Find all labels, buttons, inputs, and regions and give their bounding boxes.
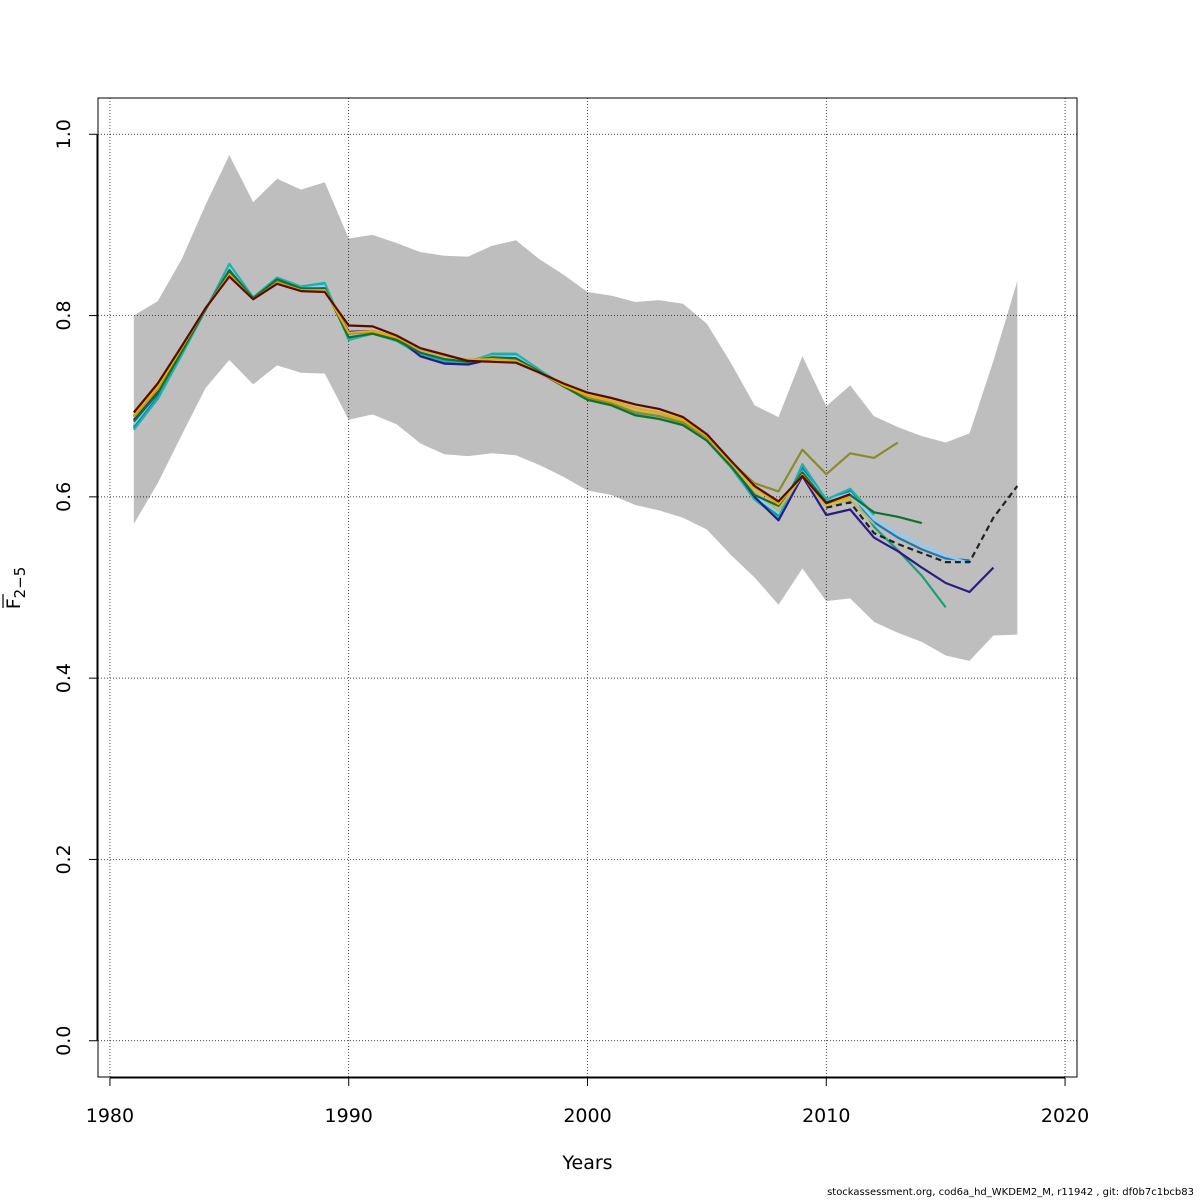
x-axis: 1980 1990 2000 2010 2020: [86, 1077, 1089, 1127]
x-tick-label: 2020: [1041, 1105, 1089, 1127]
y-axis: 0.0 0.2 0.4 0.6 0.8 1.0: [53, 119, 98, 1056]
x-axis-title: Years: [561, 1152, 612, 1174]
plot-frame: [97, 97, 1078, 1078]
y-axis-title-subscript: 2−5: [11, 567, 29, 599]
footer-credit: stockassessment.org, cod6a_hd_WKDEM2_M, …: [827, 1187, 1194, 1198]
x-tick-label: 1990: [325, 1105, 373, 1127]
series-lines: [132, 262, 1019, 609]
series-line-10: [826, 485, 1019, 564]
y-tick-label: 0.4: [53, 663, 75, 693]
grid: [98, 98, 1077, 1077]
y-tick-label: 1.0: [53, 119, 75, 149]
confidence-band: [133, 155, 1018, 661]
y-tick-label: 0.6: [53, 482, 75, 512]
x-tick-label: 2000: [563, 1105, 611, 1127]
y-axis-title: F2−5: [3, 567, 29, 610]
series-line-11: [132, 275, 851, 505]
confidence-band-area: [133, 155, 1018, 661]
y-axis-title-main: F: [3, 598, 25, 609]
x-tick-label: 1980: [86, 1105, 134, 1127]
y-tick-label: 0.8: [53, 300, 75, 330]
y-tick-label: 0.2: [53, 844, 75, 874]
y-tick-label: 0.0: [53, 1026, 75, 1056]
x-tick-label: 2010: [802, 1105, 850, 1127]
